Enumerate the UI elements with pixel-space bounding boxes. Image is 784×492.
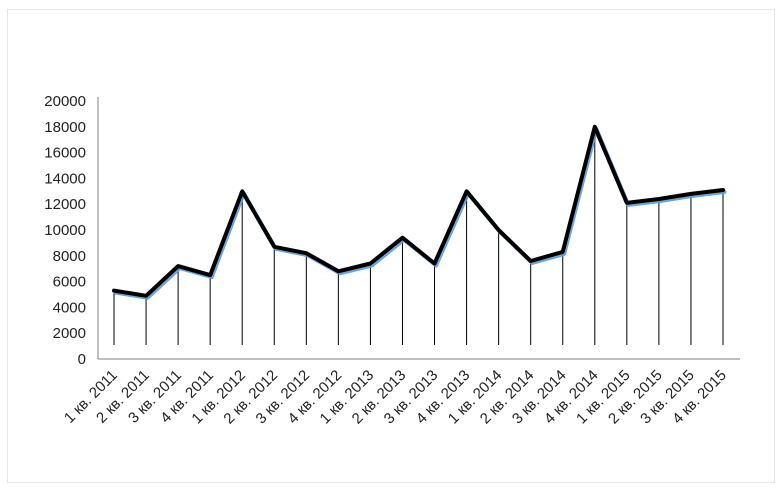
y-tick-label: 16000 [44, 145, 86, 162]
y-tick-label: 0 [78, 351, 86, 368]
y-tick-label: 10000 [44, 222, 86, 239]
y-tick-label: 6000 [53, 274, 86, 291]
series-line [112, 124, 725, 298]
y-tick-label: 4000 [53, 299, 86, 316]
y-tick-label: 8000 [53, 248, 86, 265]
y-tick-label: 14000 [44, 170, 86, 187]
y-tick-label: 12000 [44, 196, 86, 213]
y-tick-label: 2000 [53, 325, 86, 342]
y-tick-label: 20000 [44, 93, 86, 110]
y-tick-label: 18000 [44, 119, 86, 136]
